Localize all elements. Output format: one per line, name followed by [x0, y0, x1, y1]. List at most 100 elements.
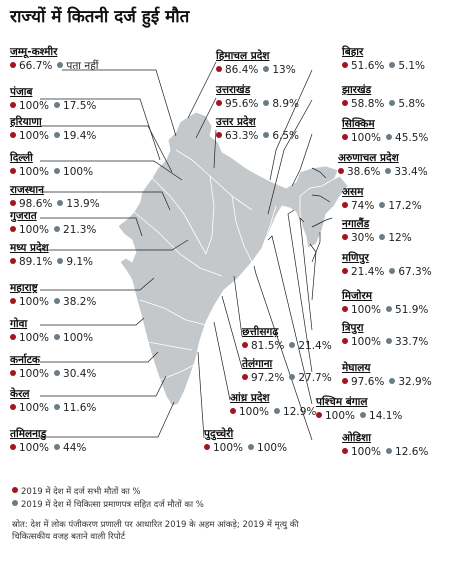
state-rajasthan: राजस्थान 98.6% 13.9%: [10, 184, 100, 210]
grey-dot-icon: [54, 168, 61, 174]
red-dot-icon: [242, 342, 248, 348]
state-uttarakhand: उत्तराखंड 95.6% 8.9%: [216, 84, 300, 110]
red-dot-icon: [342, 448, 348, 454]
state-telangana: तेलंगाना 97.2% 27.7%: [242, 358, 332, 384]
grey-dot-icon: [289, 342, 296, 348]
red-dot-icon: [342, 234, 348, 240]
state-nagaland: नगालैंड 30% 12%: [342, 218, 412, 244]
red-dot-icon: [10, 226, 16, 232]
state-uttar-pradesh: उत्तर प्रदेश 63.3% 6.5%: [216, 116, 300, 142]
state-west-bengal: पश्चिम बंगाल 100% 14.1%: [316, 396, 403, 422]
grey-dot-icon: [54, 132, 61, 138]
grey-dot-icon: [289, 374, 296, 380]
grey-dot-icon: [54, 404, 61, 410]
red-dot-icon: [10, 298, 16, 304]
state-maharashtra: महाराष्ट्र 100% 38.2%: [10, 282, 97, 308]
source-note: स्रोत: देश में लोक पंजीकरण प्रणाली पर आध…: [12, 520, 299, 542]
red-dot-icon: [316, 412, 322, 418]
grey-dot-icon: [386, 338, 393, 344]
grey-dot-icon: [263, 66, 270, 72]
red-dot-icon: [10, 62, 16, 68]
grey-dot-icon: [389, 62, 396, 68]
grey-dot-icon: [54, 444, 61, 450]
red-dot-icon: [342, 62, 348, 68]
page-title: राज्यों में कितनी दर्ज हुई मौत: [10, 7, 190, 27]
state-goa: गोवा 100% 100%: [10, 318, 94, 344]
red-dot-icon: [10, 258, 16, 264]
leader-lines: [40, 61, 333, 441]
india-mainland-shape: [117, 111, 339, 407]
state-haryana: हरियाणा 100% 19.4%: [10, 116, 97, 142]
red-dot-icon: [216, 132, 222, 138]
legend: 2019 में देश में दर्ज सभी मौतों का % 201…: [12, 486, 204, 512]
grey-dot-icon: [379, 234, 386, 240]
grey-dot-icon: [248, 444, 255, 450]
red-dot-icon: [216, 100, 222, 106]
red-dot-icon: [242, 374, 248, 380]
red-dot-icon: [10, 444, 16, 450]
grey-dot-icon: [54, 298, 61, 304]
grey-dot-icon: [379, 202, 386, 208]
red-dot-icon: [342, 306, 348, 312]
state-chhattisgarh: छत्तीसगढ़ 81.5% 21.4%: [242, 326, 332, 352]
state-jharkhand: झारखंड 58.8% 5.8%: [342, 84, 426, 110]
state-bihar: बिहार 51.6% 5.1%: [342, 46, 426, 72]
state-manipur: मणिपुर 21.4% 67.3%: [342, 252, 432, 278]
state-himachal-pradesh: हिमाचल प्रदेश 86.4% 13%: [216, 50, 296, 76]
red-dot-icon: [342, 338, 348, 344]
state-borders: [133, 149, 277, 381]
state-gujarat: गुजरात 100% 21.3%: [10, 210, 97, 236]
state-tamil-nadu: तमिलनाडु 100% 44%: [10, 428, 87, 454]
red-dot-icon: [230, 408, 236, 414]
grey-dot-icon: [54, 370, 61, 376]
grey-dot-icon: [389, 268, 396, 274]
grey-dot-icon: [57, 200, 64, 206]
state-assam: असम 74% 17.2%: [342, 186, 422, 212]
state-madhya-pradesh: मध्य प्रदेश 89.1% 9.1%: [10, 242, 94, 268]
red-dot-icon: [342, 378, 348, 384]
grey-dot-icon: [386, 134, 393, 140]
legend-item-grey: 2019 में देश में चिकित्सा प्रमाणपत्र सहि…: [12, 499, 204, 512]
grey-dot-icon: [263, 132, 270, 138]
red-dot-icon: [10, 334, 16, 340]
red-dot-icon: [10, 102, 16, 108]
grey-dot-icon: [57, 258, 64, 264]
state-name: जम्मू-कश्मीर: [10, 46, 58, 58]
red-dot-icon: [342, 268, 348, 274]
red-dot-icon: [342, 134, 348, 140]
grey-dot-icon: [386, 306, 393, 312]
northeast-shape: [299, 175, 349, 249]
red-dot-icon: [10, 132, 16, 138]
grey-dot-icon: [54, 226, 61, 232]
grey-dot-icon: [54, 102, 61, 108]
state-andhra-pradesh: आंध्र प्रदेश 100% 12.9%: [230, 392, 317, 418]
red-dot-icon: [204, 444, 210, 450]
legend-item-red: 2019 में देश में दर्ज सभी मौतों का %: [12, 486, 204, 499]
red-dot-icon: [10, 168, 16, 174]
red-dot-icon: [10, 200, 16, 206]
grey-dot-icon: [389, 100, 396, 106]
state-meghalaya: मेघालय 97.6% 32.9%: [342, 362, 432, 388]
state-arunachal-pradesh: अरुणाचल प्रदेश 38.6% 33.4%: [338, 152, 428, 178]
grey-dot-icon: [54, 334, 61, 340]
state-tripura: त्रिपुरा 100% 33.7%: [342, 322, 429, 348]
grey-dot-icon: [385, 168, 392, 174]
grey-dot-icon: [12, 500, 18, 506]
red-dot-icon: [342, 100, 348, 106]
red-dot-icon: [10, 370, 16, 376]
red-dot-icon: [12, 487, 18, 493]
grey-dot-icon: [263, 100, 270, 106]
state-jammu-kashmir: जम्मू-कश्मीर 66.7% पता नहीं: [10, 46, 99, 72]
grey-dot-icon: [389, 378, 396, 384]
red-dot-icon: [338, 168, 344, 174]
state-punjab: पंजाब 100% 17.5%: [10, 86, 97, 112]
grey-dot-icon: [274, 408, 281, 414]
state-odisha: ओडिशा 100% 12.6%: [342, 432, 429, 458]
red-dot-icon: [216, 66, 222, 72]
red-dot-icon: [342, 202, 348, 208]
state-mizoram: मिजोरम 100% 51.9%: [342, 290, 429, 316]
state-sikkim: सिक्किम 100% 45.5%: [342, 118, 429, 144]
grey-dot-icon: [360, 412, 367, 418]
state-puducherry: पुदुच्चेरी 100% 100%: [204, 428, 288, 454]
